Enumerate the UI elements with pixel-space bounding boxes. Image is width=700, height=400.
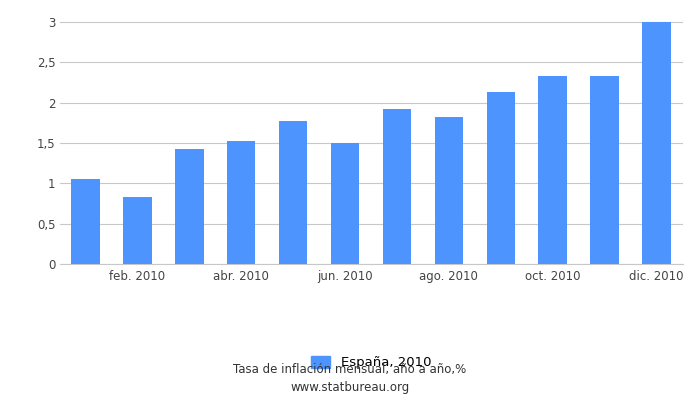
Bar [331, 143, 359, 264]
Bar [279, 121, 307, 264]
Bar [590, 76, 619, 264]
Bar [486, 92, 515, 264]
Bar [435, 117, 463, 264]
Legend: España, 2010: España, 2010 [311, 356, 431, 369]
Bar [71, 179, 99, 264]
Bar [538, 76, 567, 264]
Bar [175, 150, 204, 264]
Bar [383, 109, 411, 264]
Bar [643, 22, 671, 264]
Bar [123, 197, 152, 264]
Text: Tasa de inflación mensual, año a año,%: Tasa de inflación mensual, año a año,% [233, 364, 467, 376]
Text: www.statbureau.org: www.statbureau.org [290, 382, 410, 394]
Bar [227, 142, 256, 264]
